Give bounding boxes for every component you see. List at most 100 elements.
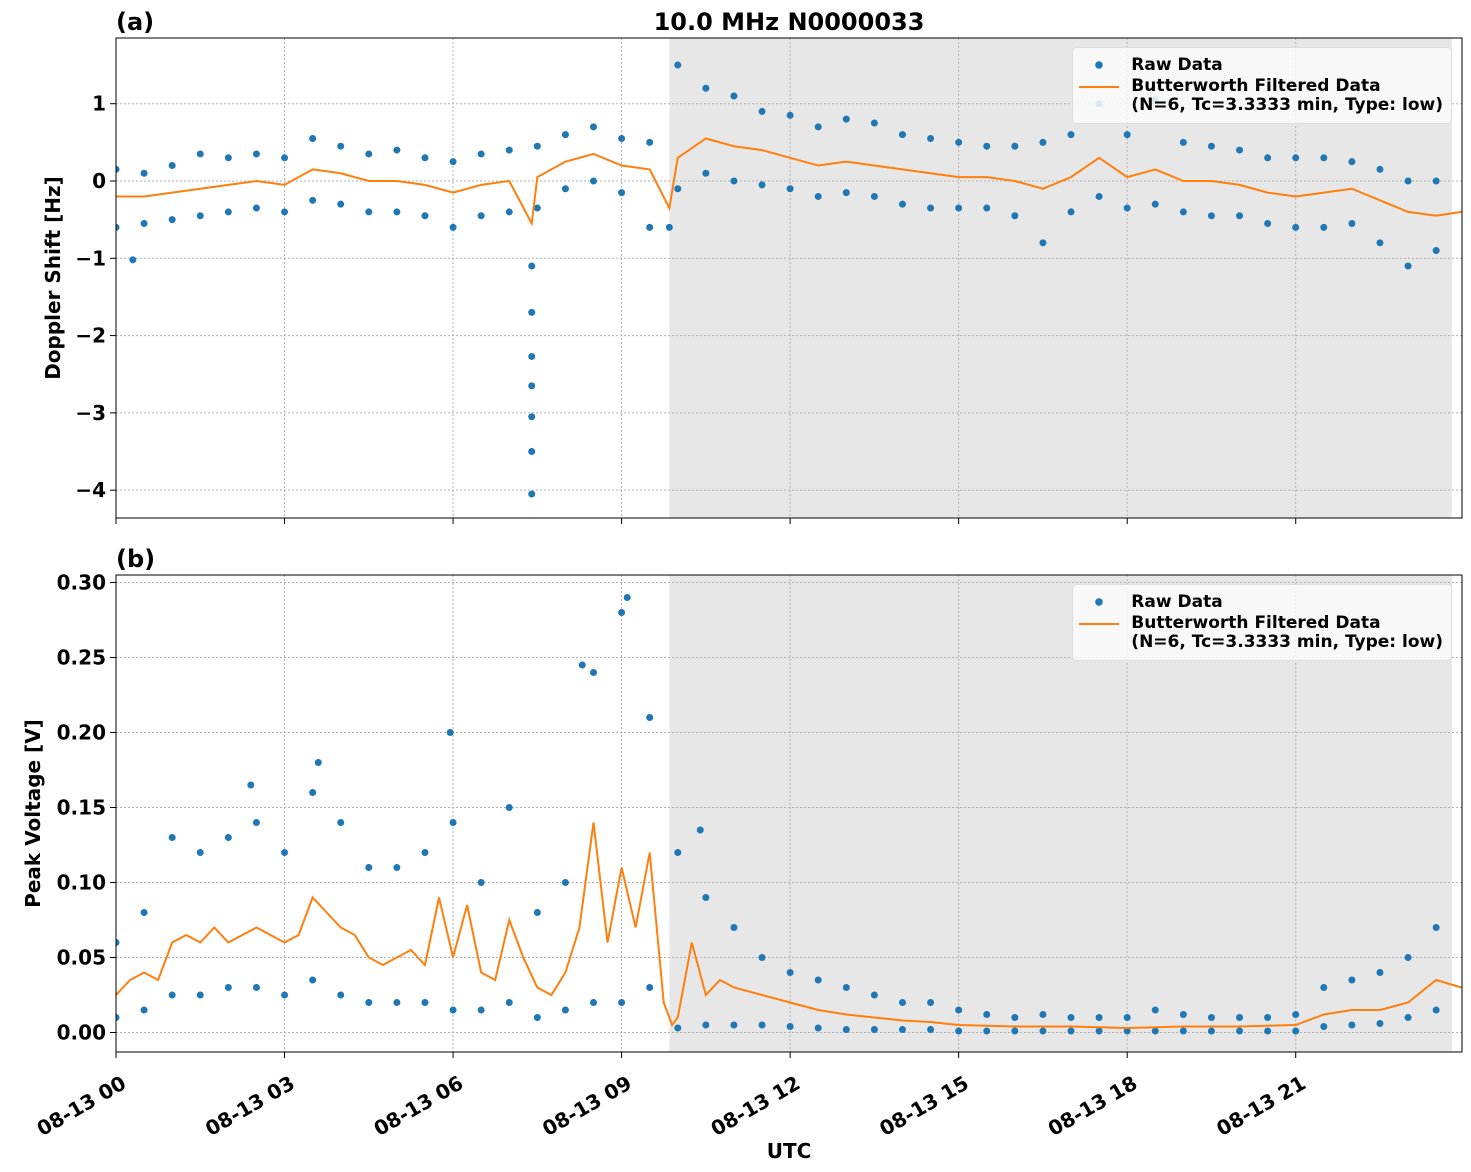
raw-point <box>1376 1020 1384 1027</box>
raw-point <box>870 192 878 200</box>
raw-point <box>1264 1027 1272 1035</box>
raw-point <box>1207 1027 1215 1035</box>
panel-label: (a) <box>116 8 154 36</box>
raw-point <box>446 729 454 736</box>
raw-point <box>674 185 682 193</box>
raw-point <box>898 131 906 139</box>
raw-point <box>196 150 204 158</box>
raw-point <box>393 208 401 216</box>
raw-point <box>674 61 682 69</box>
raw-point <box>702 894 710 901</box>
raw-point <box>528 352 536 360</box>
legend-label: Raw Data <box>1131 592 1223 612</box>
raw-point <box>449 223 457 231</box>
raw-point <box>421 154 429 162</box>
raw-point <box>1236 212 1244 220</box>
raw-point <box>646 138 654 146</box>
y-tick-label: 0.25 <box>57 646 106 670</box>
raw-point <box>842 1026 850 1033</box>
legend-item: Raw Data <box>1079 593 1443 612</box>
y-axis-label: Doppler Shift [Hz] <box>41 176 65 380</box>
raw-point <box>477 879 485 886</box>
raw-point <box>927 134 935 142</box>
plot-area <box>116 594 1462 1035</box>
raw-point <box>623 594 631 601</box>
legend: Raw Data Butterworth Filtered Data (N=6, … <box>1072 47 1452 124</box>
legend: Raw Data Butterworth Filtered Data (N=6, … <box>1072 584 1452 661</box>
raw-point <box>730 924 738 931</box>
raw-point <box>1207 142 1215 150</box>
raw-point <box>618 999 626 1006</box>
raw-point <box>618 134 626 142</box>
raw-point <box>1292 1011 1300 1018</box>
raw-point <box>814 1024 822 1032</box>
raw-point <box>337 819 345 826</box>
raw-point <box>309 196 317 204</box>
raw-point <box>1123 204 1131 212</box>
raw-point <box>1236 1027 1244 1035</box>
raw-point <box>786 1023 794 1030</box>
raw-point <box>561 185 569 193</box>
raw-point <box>590 123 598 131</box>
x-tick-label: 08-13 18 <box>1044 1071 1142 1141</box>
raw-point <box>1067 208 1075 216</box>
y-tick-label: 0.10 <box>57 871 106 895</box>
raw-point <box>927 999 935 1006</box>
legend-item: Raw Data <box>1079 56 1443 75</box>
raw-point <box>955 1006 963 1014</box>
raw-point <box>702 169 710 177</box>
raw-point <box>365 150 373 158</box>
y-axis-label: Peak Voltage [V] <box>21 719 45 908</box>
raw-point <box>983 1027 991 1035</box>
raw-point <box>702 1021 710 1029</box>
raw-point <box>786 111 794 119</box>
raw-point <box>1011 1014 1019 1021</box>
raw-point <box>533 142 541 150</box>
raw-point <box>505 804 513 811</box>
raw-point <box>449 819 457 826</box>
y-tick-label: 0.15 <box>57 796 106 820</box>
y-tick-label: −3 <box>75 401 106 425</box>
raw-point <box>1404 262 1412 270</box>
raw-point <box>477 150 485 158</box>
raw-point <box>337 200 345 208</box>
raw-point <box>1039 138 1047 146</box>
raw-point <box>421 849 429 856</box>
raw-point <box>477 212 485 220</box>
raw-point <box>646 223 654 231</box>
raw-point <box>533 1014 541 1021</box>
raw-point <box>1179 138 1187 146</box>
raw-point <box>528 262 536 270</box>
raw-point <box>1179 208 1187 216</box>
raw-point <box>116 1014 120 1021</box>
raw-point <box>196 849 204 856</box>
raw-point <box>1067 131 1075 139</box>
raw-point <box>898 999 906 1006</box>
raw-point <box>365 208 373 216</box>
chart-title: 10.0 MHz N0000033 <box>654 8 925 36</box>
y-tick-label: −4 <box>75 478 106 502</box>
raw-point <box>528 490 536 498</box>
raw-point <box>1095 192 1103 200</box>
x-tick-label: 08-13 21 <box>1212 1071 1310 1141</box>
raw-point <box>955 138 963 146</box>
raw-point <box>730 92 738 100</box>
raw-point <box>1123 1027 1131 1035</box>
legend-item: Butterworth Filtered Data (N=6, Tc=3.333… <box>1079 614 1443 652</box>
raw-point <box>1432 924 1440 931</box>
raw-point <box>252 204 260 212</box>
raw-point <box>168 991 176 999</box>
filtered-line <box>116 822 1462 1030</box>
legend-label: Raw Data <box>1131 55 1223 75</box>
raw-point <box>1348 220 1356 228</box>
raw-point <box>505 146 513 154</box>
raw-point <box>1320 223 1328 231</box>
raw-point <box>393 146 401 154</box>
y-tick-label: 1 <box>92 92 106 116</box>
raw-point <box>1292 223 1300 231</box>
raw-point <box>730 1021 738 1029</box>
raw-point <box>528 382 536 390</box>
raw-point <box>1320 1023 1328 1030</box>
y-tick-label: −1 <box>75 246 106 270</box>
raw-point <box>196 212 204 220</box>
